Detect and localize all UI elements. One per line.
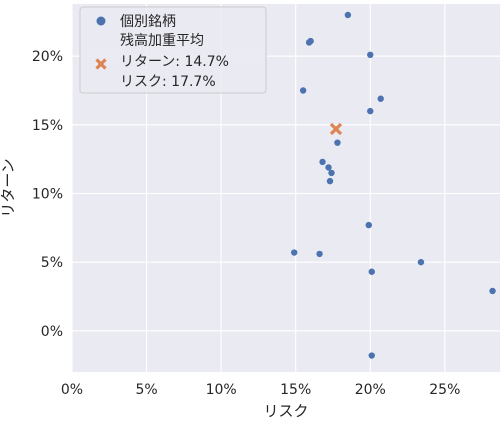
x-tick-label: 0%	[61, 382, 83, 398]
x-tick-label: 20%	[355, 382, 386, 398]
y-tick-label: 20%	[32, 49, 63, 65]
stock-point	[326, 177, 334, 185]
stock-point	[367, 51, 374, 59]
x-tick-label: 25%	[429, 382, 460, 398]
portfolio-point	[329, 122, 343, 136]
stock-point	[319, 158, 326, 166]
stock-point	[417, 258, 425, 266]
stock-point	[291, 249, 298, 256]
legend-frame	[79, 6, 267, 94]
legend-marker-portfolio	[95, 58, 107, 70]
stock-point	[368, 352, 375, 359]
stock-point	[325, 164, 332, 171]
legend: 個別銘柄 残高加重平均 リターン: 14.7% リスク: 17.7%	[79, 6, 267, 94]
y-axis-label: リターン	[0, 158, 17, 217]
legend-label-portfolio-return: リターン: 14.7%	[120, 54, 229, 70]
y-tick-label: 5%	[41, 255, 63, 271]
x-tick-label: 5%	[135, 382, 157, 398]
legend-label-portfolio-risk: リスク: 17.7%	[120, 74, 216, 90]
y-tick-label: 0%	[41, 324, 63, 340]
y-tick-label: 15%	[32, 118, 63, 134]
x-tick-label: 10%	[206, 382, 237, 398]
stock-point	[299, 87, 307, 94]
stock-point	[316, 250, 323, 258]
y-tick-label: 10%	[32, 186, 63, 202]
legend-label-stocks: 個別銘柄	[120, 14, 176, 30]
stock-point	[305, 39, 313, 46]
stock-point	[489, 287, 496, 295]
stock-point	[368, 268, 375, 275]
x-axis-label: リスク	[263, 402, 308, 420]
legend-x-mark	[95, 58, 107, 70]
stock-point	[367, 107, 374, 115]
stock-point	[365, 221, 372, 229]
stock-point	[377, 95, 384, 102]
data-points	[291, 11, 496, 359]
stock-point	[334, 139, 341, 146]
x-tick-label: 15%	[280, 382, 311, 398]
legend-label-portfolio-name: 残高加重平均	[120, 32, 204, 49]
stock-point	[344, 11, 352, 19]
tick-labels: 0% 5% 10% 15% 20% 25% 0% 5% 10% 15% 20%	[32, 49, 461, 398]
stock-point	[328, 169, 335, 177]
legend-marker-stocks	[96, 16, 106, 26]
